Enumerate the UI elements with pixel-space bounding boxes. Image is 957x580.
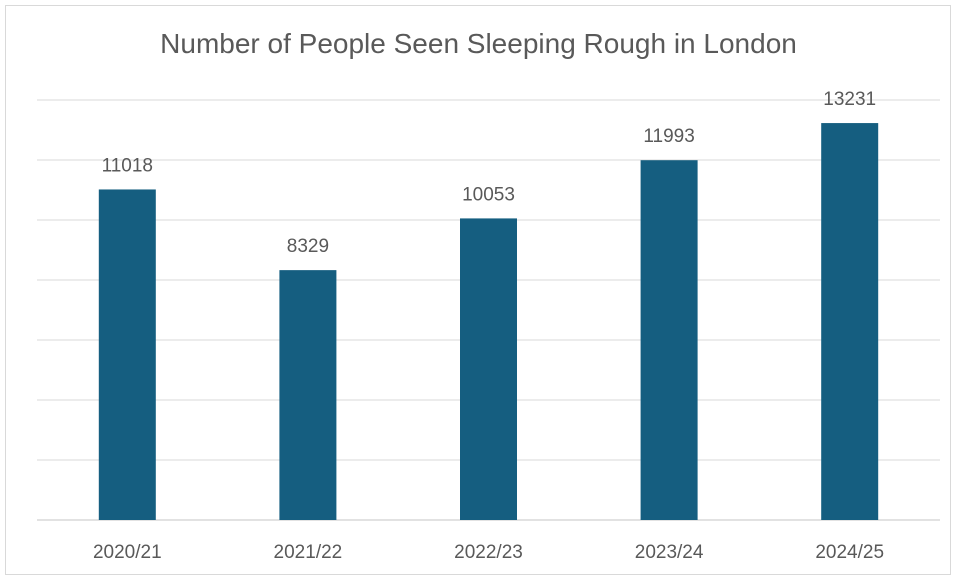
bar-2020-21 [98,189,156,520]
x-tick-label-2020-21: 2020/21 [93,542,162,563]
data-label-2020-21: 11018 [102,155,153,176]
chart-title: Number of People Seen Sleeping Rough in … [160,28,797,59]
x-axis-tick-labels: 2020/21 2021/22 2022/23 2023/24 2024/25 [93,542,884,563]
data-label-2023-24: 11993 [643,126,694,147]
x-tick-label-2024-25: 2024/25 [815,542,884,563]
bar-2022-23 [460,218,517,520]
bar-2024-25 [821,123,879,520]
x-tick-label-2023-24: 2023/24 [635,542,704,563]
data-label-2024-25: 13231 [823,89,876,110]
x-tick-label-2022-23: 2022/23 [454,542,523,563]
bar-2021-22 [279,270,337,520]
x-tick-label-2021-22: 2021/22 [274,542,343,563]
data-label-2022-23: 10053 [462,184,515,205]
data-label-2021-22: 8329 [287,236,329,257]
data-labels: 11018 8329 10053 11993 13231 [102,89,877,257]
bar-2023-24 [640,160,698,520]
bars [98,123,879,520]
